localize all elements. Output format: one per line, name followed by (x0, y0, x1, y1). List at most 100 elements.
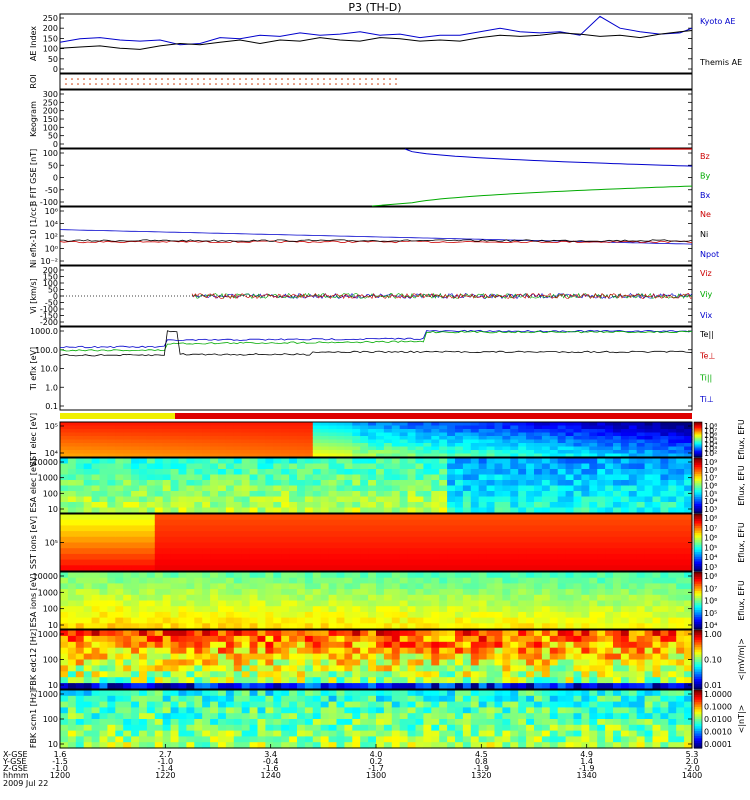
heatmap-cell (115, 422, 124, 427)
heatmap-cell (304, 559, 314, 566)
heatmap-cell (67, 659, 77, 666)
heatmap-cell (652, 453, 661, 458)
y-tick-label: 100 (43, 489, 58, 498)
heatmap-cell (502, 572, 511, 579)
y-tick-label: 10⁴ (45, 449, 58, 458)
heatmap-cell (502, 606, 511, 613)
heatmap-cell (478, 713, 488, 720)
heatmap-cell (186, 677, 195, 684)
heatmap-cell (60, 611, 69, 619)
heatmap-cell (344, 531, 353, 538)
heatmap-cell (91, 458, 101, 465)
heatmap-cell (455, 446, 464, 451)
heatmap-cell (407, 542, 417, 549)
colorbar-swatch (694, 423, 702, 426)
heatmap-cell (684, 429, 693, 434)
heatmap-cell (162, 730, 172, 737)
heatmap-cell (225, 690, 235, 697)
heatmap-cell (407, 463, 417, 470)
heatmap-cell (447, 491, 456, 498)
heatmap-cell (297, 531, 306, 538)
heatmap-cell (534, 742, 543, 749)
heatmap-cell (139, 507, 148, 514)
heatmap-cell (75, 572, 85, 579)
heatmap-cell (478, 502, 488, 509)
heatmap-cell (494, 690, 503, 697)
heatmap-cell (455, 572, 464, 579)
heatmap-cell (265, 583, 274, 590)
heatmap-cell (281, 713, 290, 720)
roi-point (299, 78, 301, 80)
heatmap-cell (589, 600, 598, 607)
heatmap-cell (549, 443, 559, 448)
heatmap-cell (494, 583, 503, 590)
heatmap-cell (99, 736, 108, 743)
heatmap-cell (573, 463, 582, 470)
heatmap-cell (60, 565, 69, 572)
heatmap-cell (344, 589, 353, 596)
heatmap-cell (423, 623, 432, 630)
heatmap-cell (139, 683, 148, 690)
heatmap-cell (241, 665, 251, 672)
heatmap-cell (186, 443, 195, 448)
heatmap-cell (470, 519, 480, 526)
heatmap-cell (233, 443, 243, 448)
heatmap-cell (249, 577, 259, 584)
heatmap-cell (304, 701, 314, 708)
heatmap-cell (573, 425, 582, 430)
heatmap-cell (67, 425, 77, 430)
heatmap-cell (407, 600, 417, 607)
heatmap-cell (526, 485, 535, 492)
heatmap-cell (510, 553, 519, 561)
heatmap-cell (202, 742, 211, 749)
heatmap-cell (660, 525, 669, 532)
colorbar-swatch (694, 591, 702, 594)
heatmap-cell (352, 647, 361, 655)
heatmap-cell (67, 572, 77, 579)
heatmap-cell (415, 496, 424, 503)
heatmap-cell (668, 565, 677, 572)
heatmap-cell (336, 683, 345, 690)
heatmap-cell (265, 635, 274, 643)
heatmap-cell (368, 429, 377, 434)
heatmap-cell (194, 719, 203, 726)
heatmap-cell (115, 713, 124, 720)
heatmap-cell (502, 695, 511, 703)
heatmap-cell (684, 583, 693, 590)
heatmap-cell (336, 446, 345, 451)
heatmap-cell (344, 653, 353, 661)
roi-point (89, 78, 91, 80)
heatmap-cell (383, 707, 393, 714)
heatmap-cell (202, 425, 211, 430)
heatmap-cell (218, 719, 227, 726)
heatmap-cell (162, 485, 172, 492)
heatmap-cell (565, 432, 575, 437)
heatmap-cell (154, 542, 164, 549)
heatmap-cell (154, 707, 164, 714)
heatmap-cell (289, 719, 298, 726)
heatmap-cell (423, 443, 432, 448)
heatmap-cell (60, 480, 69, 487)
heatmap-cell (210, 641, 219, 649)
colorbar-swatch (694, 634, 702, 638)
heatmap-cell (170, 623, 180, 630)
heatmap-cell (383, 425, 393, 430)
heatmap-cell (391, 507, 401, 514)
heatmap-cell (233, 659, 243, 666)
heatmap-cell (123, 623, 132, 630)
heatmap-cell (462, 519, 472, 526)
heatmap-cell (328, 425, 338, 430)
heatmap-cell (289, 671, 298, 678)
heatmap-cell (225, 443, 235, 448)
heatmap-cell (281, 496, 290, 503)
heatmap-cell (526, 565, 535, 572)
heatmap-cell (170, 724, 180, 732)
heatmap-cell (91, 439, 101, 444)
heatmap-cell (352, 496, 361, 503)
heatmap-cell (344, 724, 353, 732)
heatmap-cell (549, 514, 559, 521)
heatmap-cell (526, 690, 535, 697)
heatmap-cell (91, 491, 101, 498)
heatmap-cell (565, 611, 575, 619)
heatmap-cell (376, 453, 385, 458)
